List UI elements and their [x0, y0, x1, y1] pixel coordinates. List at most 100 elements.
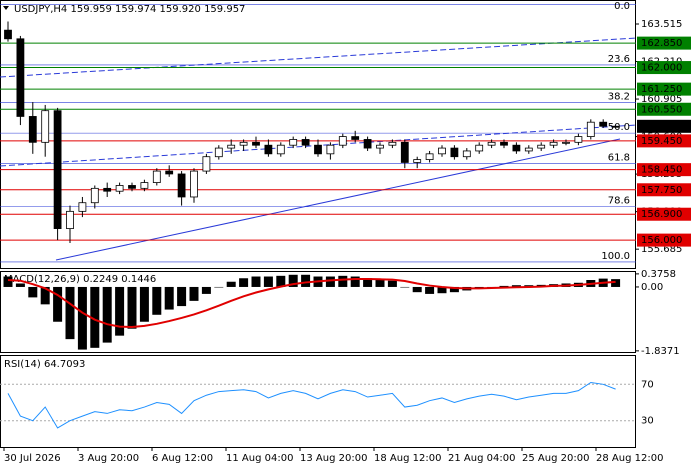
current-price: 159.957 [641, 121, 682, 132]
y-tick-label: 70 [641, 379, 654, 390]
candle-body [549, 141, 558, 146]
level-box [637, 233, 691, 247]
macd-bar [127, 286, 137, 329]
level-box [637, 163, 691, 177]
macd-bar [189, 286, 199, 301]
rsi-title: RSI(14) 64.7093 [4, 359, 85, 370]
candle-body [276, 144, 285, 155]
candle-body [400, 141, 409, 163]
level-label: 159.450 [641, 136, 682, 147]
candle-body [103, 187, 112, 192]
rsi-panel [0, 355, 636, 448]
candle-body [140, 182, 149, 189]
level-box [637, 102, 691, 116]
x-tick-label: 18 Aug 12:00 [374, 453, 441, 464]
candle-body [475, 144, 484, 152]
level-label: 158.450 [641, 165, 682, 176]
fib-label: 23.6 [608, 54, 630, 65]
price-box [637, 119, 691, 133]
candle-body [78, 202, 87, 212]
candle-body [537, 144, 546, 149]
candle-body [227, 144, 236, 149]
macd-bar [214, 286, 224, 288]
level-label: 162.850 [641, 38, 682, 49]
macd-bar [375, 280, 385, 287]
candle-body [165, 170, 174, 175]
level-label: 157.750 [641, 185, 682, 196]
level-label: 161.250 [641, 84, 682, 95]
x-tick-label: 13 Aug 20:00 [300, 453, 367, 464]
candle-body [599, 121, 608, 127]
candle-body [450, 147, 459, 158]
macd-bar [400, 286, 410, 288]
fib-label: 61.8 [608, 153, 630, 164]
candle-body [301, 139, 310, 146]
macd-bar [40, 286, 50, 305]
candle-body [289, 139, 298, 146]
macd-bar [511, 285, 521, 287]
rsi-line [7, 381, 616, 429]
macd-bar [350, 276, 360, 287]
y-tick-label: 30 [641, 416, 654, 427]
candle-body [28, 116, 37, 143]
macd-bar [449, 286, 459, 293]
macd-bar [90, 286, 100, 348]
level-box [637, 82, 691, 96]
x-tick-label: 21 Aug 04:00 [448, 453, 515, 464]
y-tick-label: 0.3758 [641, 269, 676, 280]
candle-body [388, 141, 397, 146]
candle-body [16, 38, 25, 117]
macd-title: MACD(12,26,9) 0.2249 0.1446 [4, 274, 156, 285]
candle-body [574, 136, 583, 143]
y-tick-label: 155.685 [641, 244, 682, 255]
x-tick-label: 30 Jul 2026 [4, 453, 61, 464]
macd-bar [387, 280, 397, 287]
level-box [637, 183, 691, 197]
macd-bar [139, 286, 149, 322]
candle-body [4, 29, 12, 40]
macd-bar [177, 286, 187, 307]
candle-body [376, 144, 384, 149]
y-tick-label: -1.8371 [641, 346, 680, 357]
macd-bar [611, 279, 621, 287]
candle-body [239, 141, 248, 146]
macd-bar [65, 286, 75, 340]
candle-body [611, 125, 620, 128]
y-tick-label: 160.905 [641, 94, 682, 105]
macd-bar [425, 286, 435, 294]
level-label: 156.900 [641, 209, 682, 220]
macd-bar [28, 286, 38, 298]
macd-bar [499, 285, 509, 287]
y-tick-label: 0.00 [641, 282, 663, 293]
candle-body [314, 144, 322, 155]
fib-label: 100.0 [601, 251, 630, 262]
fib-label: 38.2 [608, 92, 630, 103]
macd-bar [77, 286, 87, 350]
candle-body [115, 185, 124, 192]
candle-body [53, 110, 62, 230]
candle-body [438, 147, 446, 155]
candle-body [338, 136, 347, 146]
macd-bar [102, 286, 112, 343]
candle-body [177, 173, 186, 198]
candle-body [152, 170, 161, 183]
level-box [637, 207, 691, 221]
candle-body [128, 185, 136, 189]
level-box [637, 134, 691, 148]
candle-body [586, 121, 595, 137]
level-label: 160.550 [641, 104, 682, 115]
macd-bar [301, 274, 311, 287]
macd-bar [437, 286, 447, 294]
candle-body [562, 141, 570, 144]
macd-bar [226, 281, 236, 287]
macd-bar [251, 276, 261, 287]
macd-bar [53, 286, 63, 322]
level-label: 162.000 [641, 63, 682, 74]
candle-body [190, 170, 198, 198]
candle-body [462, 150, 471, 158]
candle-body [41, 110, 50, 143]
candle-body [264, 144, 273, 155]
candle-body [202, 156, 211, 172]
candle-body [326, 144, 335, 155]
